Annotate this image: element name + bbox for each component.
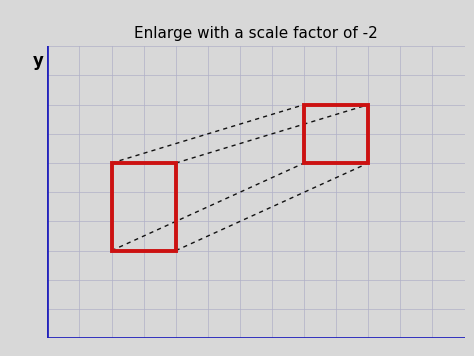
Bar — [304, 105, 368, 163]
Text: y: y — [32, 52, 43, 70]
Bar — [111, 163, 176, 251]
Title: Enlarge with a scale factor of -2: Enlarge with a scale factor of -2 — [134, 26, 378, 41]
